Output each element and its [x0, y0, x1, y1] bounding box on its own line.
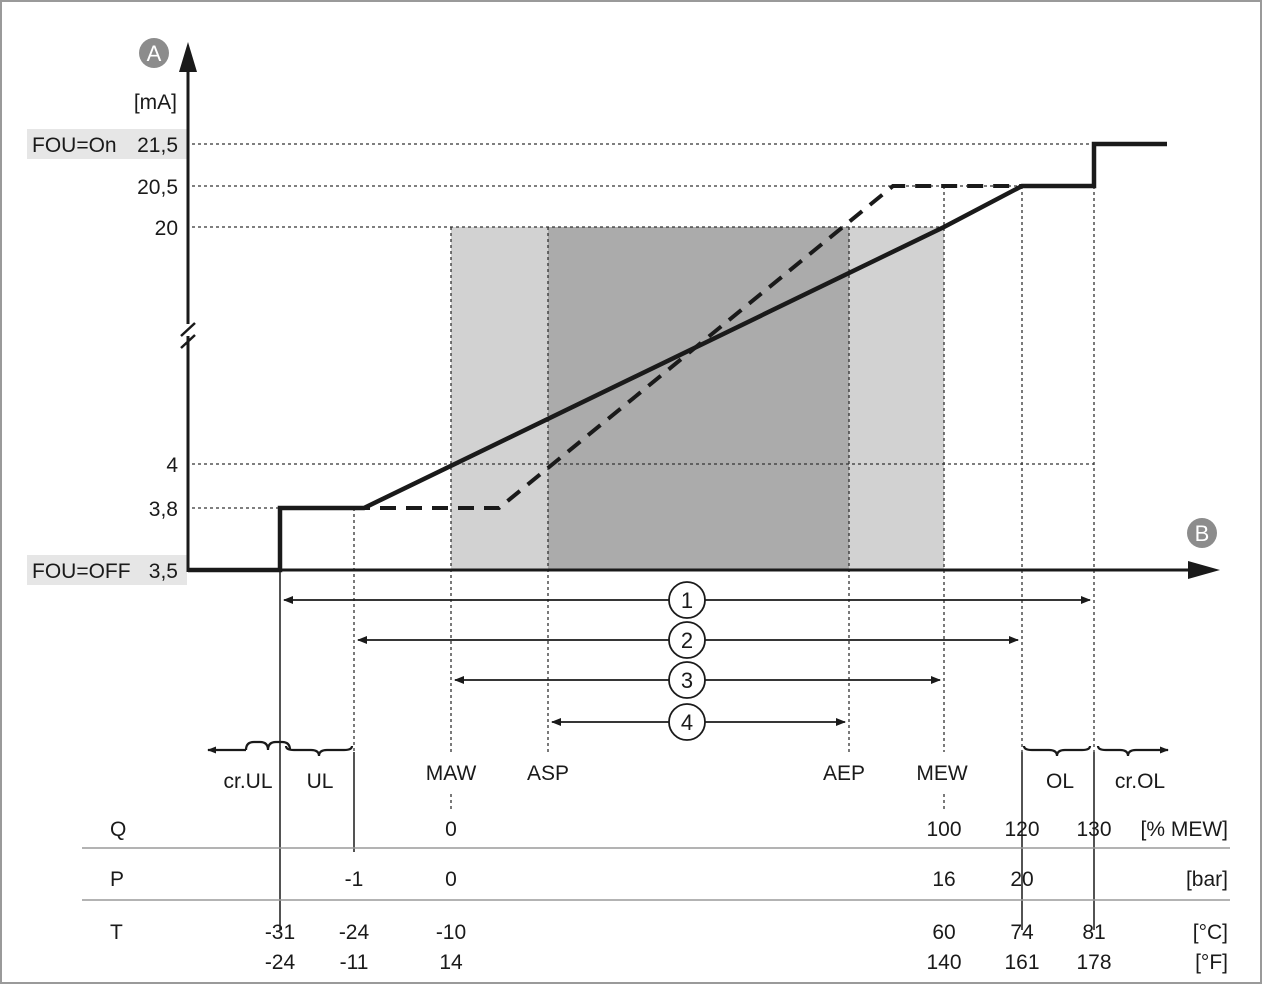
fou-on-label-bg	[27, 129, 187, 159]
q-unit: [% MEW]	[1141, 818, 1229, 841]
t-celsius-0: -31	[265, 921, 295, 944]
marker-asp: ASP	[527, 762, 569, 785]
t-celsius-1: -24	[339, 921, 370, 944]
y-axis-arrowhead	[179, 42, 197, 72]
marker-mew: MEW	[916, 762, 968, 785]
p-value-20: 20	[1010, 868, 1033, 891]
y-tick-21-5: 21,5	[137, 134, 178, 157]
p-value-0: 0	[445, 868, 457, 891]
y-axis-badge: A	[139, 38, 169, 68]
y-tick-20: 20	[155, 217, 178, 240]
t-unit-celsius: [°C]	[1193, 921, 1228, 944]
label-cr-ol: cr.OL	[1115, 770, 1165, 793]
q-value-0: 0	[445, 818, 457, 841]
t-celsius-4: 74	[1010, 921, 1034, 944]
p-value-minus-1: -1	[345, 868, 364, 891]
t-unit-fahrenheit: [°F]	[1195, 951, 1228, 974]
x-axis-arrowhead	[1188, 561, 1220, 579]
p-unit: [bar]	[1186, 868, 1228, 891]
t-celsius-3: 60	[932, 921, 955, 944]
q-value-120: 120	[1004, 818, 1039, 841]
y-axis-break	[180, 322, 196, 349]
x-axis-badge: B	[1187, 518, 1217, 548]
zone-asp-aep	[548, 227, 849, 570]
range-braces	[244, 740, 1142, 757]
y-tick-3-8: 3,8	[149, 498, 178, 521]
q-value-130: 130	[1076, 818, 1111, 841]
fou-off-label: FOU=OFF	[32, 560, 131, 583]
y-tick-20-5: 20,5	[137, 176, 178, 199]
t-fahrenheit-4: 161	[1004, 951, 1039, 974]
fou-off-label-bg	[27, 555, 187, 585]
range-3-marker: 3	[668, 661, 706, 699]
row-p-name: P	[110, 868, 124, 891]
fou-on-label: FOU=On	[32, 134, 117, 157]
characteristic-curve-dashed	[354, 184, 1022, 510]
range-2-label: 2	[681, 628, 693, 653]
range-4-marker: 4	[668, 703, 706, 741]
t-celsius-2: -10	[436, 921, 466, 944]
p-value-16: 16	[932, 868, 955, 891]
marker-aep: AEP	[823, 762, 865, 785]
table-separators	[82, 847, 1230, 901]
t-fahrenheit-3: 140	[926, 951, 961, 974]
label-ol: OL	[1046, 770, 1074, 793]
label-ul: UL	[307, 770, 334, 793]
label-cr-ul: cr.UL	[223, 770, 272, 793]
t-fahrenheit-0: -24	[265, 951, 296, 974]
row-q-name: Q	[110, 818, 126, 841]
y-axis-unit: [mA]	[134, 91, 177, 114]
t-fahrenheit-5: 178	[1076, 951, 1111, 974]
row-t-name: T	[110, 921, 123, 944]
y-axis-badge-label: A	[147, 41, 162, 66]
t-fahrenheit-1: -11	[340, 951, 369, 974]
characteristic-curve-solid	[188, 141, 1167, 573]
marker-maw: MAW	[426, 762, 477, 785]
y-tick-3-5: 3,5	[149, 560, 178, 583]
t-fahrenheit-2: 14	[439, 951, 463, 974]
t-celsius-5: 81	[1082, 921, 1105, 944]
range-4-label: 4	[681, 710, 693, 735]
vertical-reference-lines	[353, 144, 1095, 810]
y-tick-4: 4	[166, 454, 178, 477]
range-3-label: 3	[681, 668, 693, 693]
q-value-100: 100	[926, 818, 961, 841]
x-axis-badge-label: B	[1195, 521, 1210, 546]
range-1-marker: 1	[668, 581, 706, 619]
range-2-marker: 2	[668, 621, 706, 659]
range-1-label: 1	[681, 588, 693, 613]
